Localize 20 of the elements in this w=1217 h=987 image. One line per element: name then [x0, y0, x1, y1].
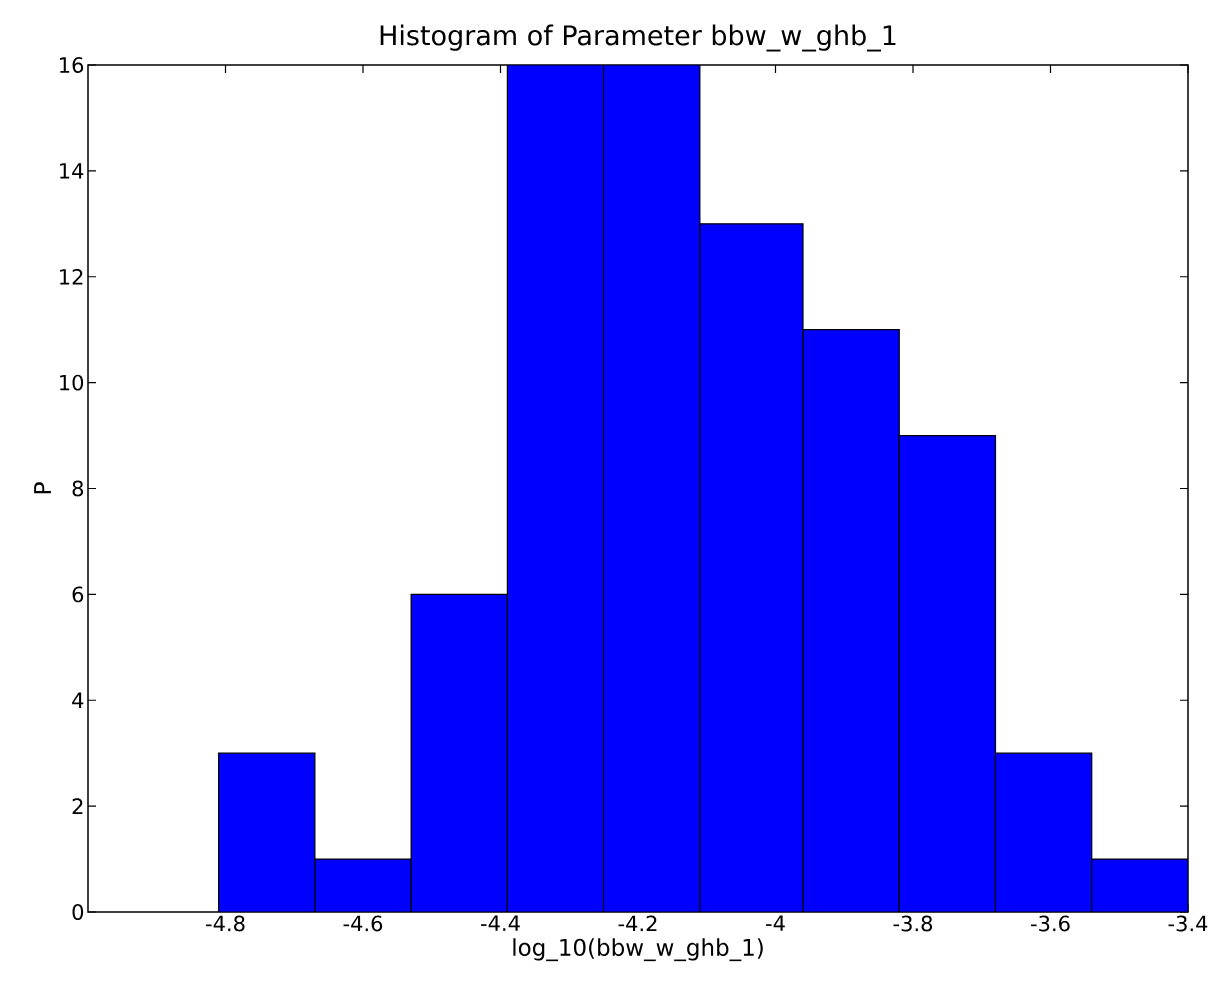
x-tick-label: -3.4: [1168, 915, 1208, 932]
x-tick-label: -3.8: [893, 915, 933, 932]
x-tick-label: -4: [766, 915, 785, 931]
y-tick-label: 10: [60, 374, 84, 391]
x-tick-label: -4.4: [481, 915, 520, 931]
x-tick-label: -4.6: [343, 915, 383, 932]
y-tick-label: 6: [72, 586, 84, 603]
y-tick-label: 2: [72, 798, 83, 814]
y-tick-label: 0: [72, 904, 84, 920]
y-tick-label: 16: [60, 57, 84, 73]
y-tick-label: 4: [72, 692, 84, 708]
x-tick-label: -4.2: [618, 915, 657, 932]
x-tick-label: -3.6: [1031, 915, 1070, 932]
y-axis-title: P: [34, 482, 51, 494]
chart-title: Histogram of Parameter bbw_w_ghb_1: [380, 24, 896, 52]
y-tick-label: 14: [60, 163, 84, 179]
x-axis-title: log_10(bbw_w_ghb_1): [513, 938, 763, 962]
y-tick-label: 12: [60, 268, 83, 285]
y-tick-label: 8: [72, 480, 84, 497]
x-tick-label: -4.8: [206, 915, 245, 932]
